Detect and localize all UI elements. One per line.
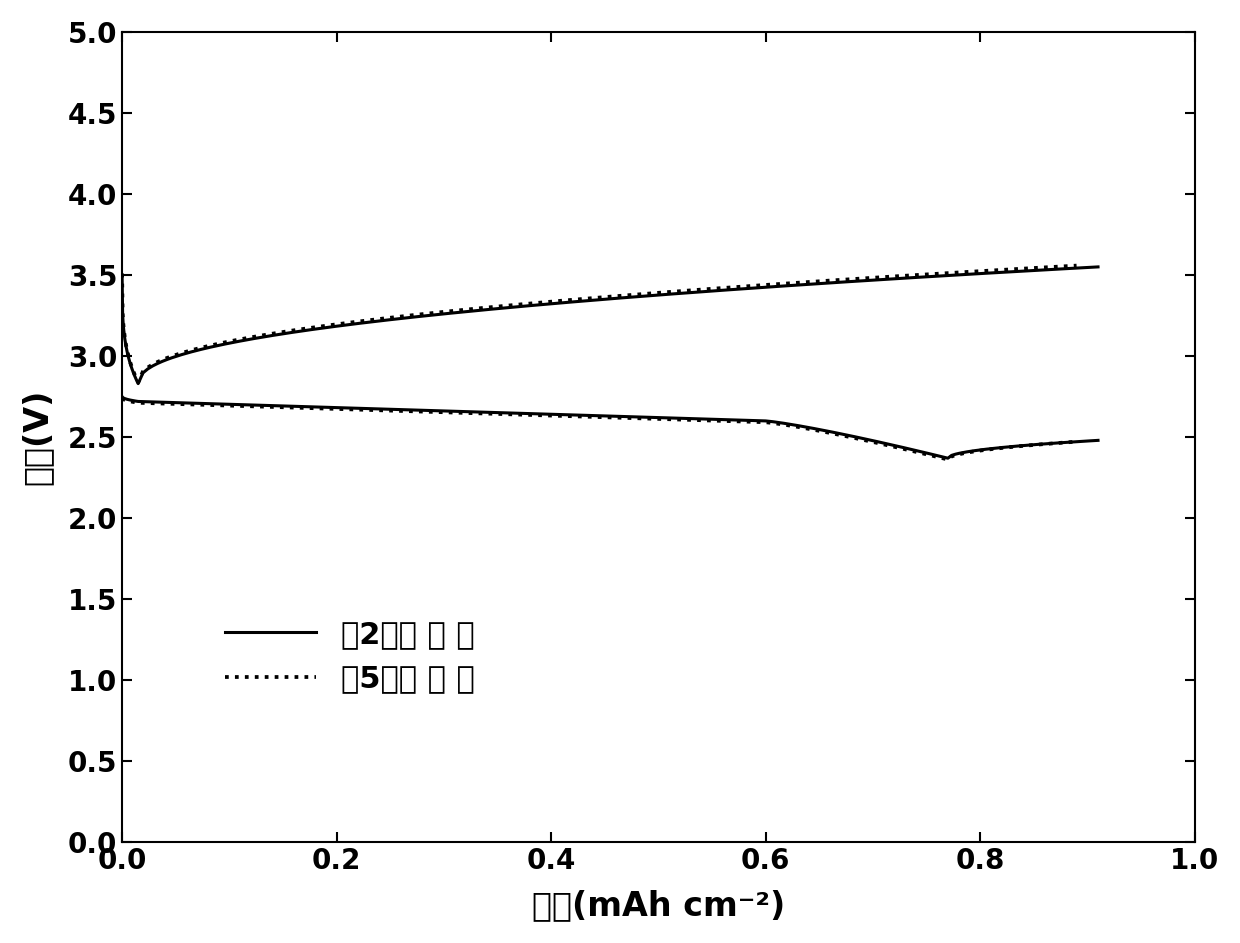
Y-axis label: 电压(V): 电压(V) [21,389,53,486]
第5圈充 放 电 [847,273,862,285]
Line: 第2圈充 放 电: 第2圈充 放 电 [122,267,1099,384]
第5圈充 放 电 [1069,260,1084,272]
第2圈充 放 电 [1086,261,1101,273]
X-axis label: 容量(mAh cm⁻²): 容量(mAh cm⁻²) [532,889,785,922]
第5圈充 放 电 [362,315,377,326]
Legend: 第2圈充 放 电, 第5圈充 放 电: 第2圈充 放 电, 第5圈充 放 电 [212,608,487,705]
第2圈充 放 电 [888,273,903,285]
第2圈充 放 电 [367,316,382,327]
第2圈充 放 电 [130,378,145,389]
第2圈充 放 电 [1091,261,1106,273]
第5圈充 放 电 [130,376,145,388]
第5圈充 放 电 [993,264,1008,275]
第5圈充 放 电 [114,268,129,279]
第2圈充 放 电 [1013,266,1028,277]
第5圈充 放 电 [192,342,207,354]
第2圈充 放 电 [864,274,879,286]
Line: 第5圈充 放 电: 第5圈充 放 电 [122,266,1076,382]
第5圈充 放 电 [870,272,885,283]
第2圈充 放 电 [114,270,129,281]
第2圈充 放 电 [193,344,208,356]
第5圈充 放 电 [1064,260,1079,272]
